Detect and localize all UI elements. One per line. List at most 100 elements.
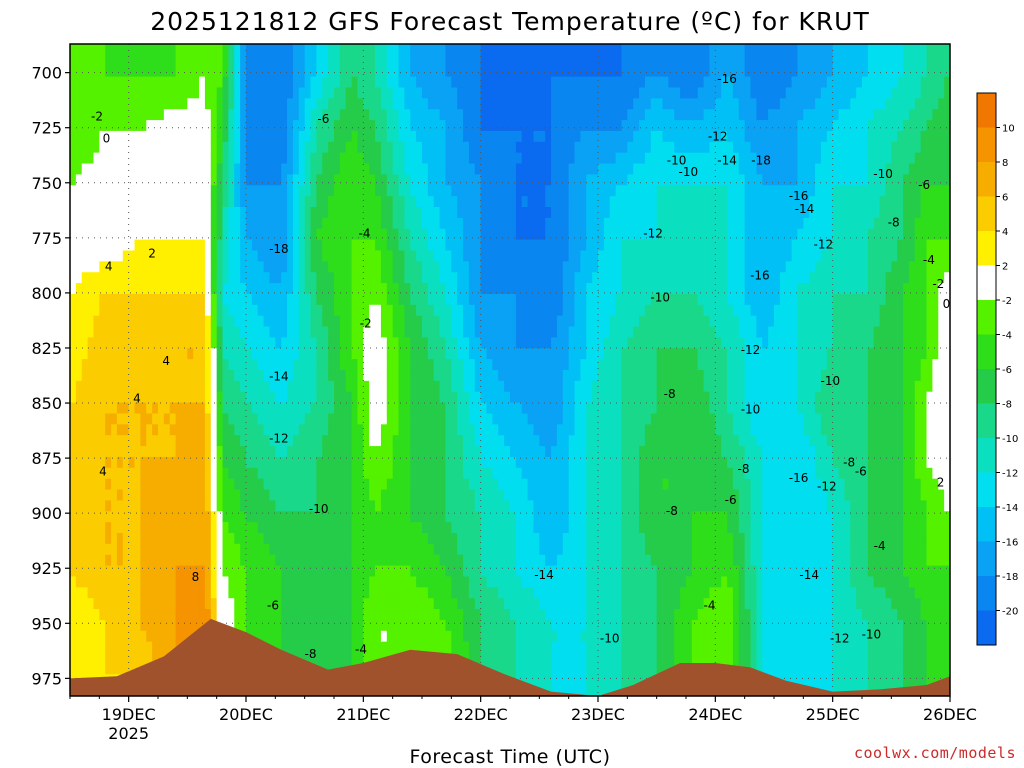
temperature-cell (533, 576, 540, 588)
temperature-cell (410, 446, 417, 458)
temperature-cell (422, 402, 429, 415)
temperature-cell (87, 500, 95, 512)
temperature-cell (357, 554, 364, 567)
temperature-cell (386, 619, 394, 632)
temperature-cell (275, 554, 282, 567)
temperature-cell (521, 348, 529, 360)
temperature-cell (269, 130, 276, 143)
temperature-cell (175, 207, 183, 219)
temperature-cell (404, 163, 411, 175)
temperature-cell (187, 413, 194, 425)
temperature-cell (111, 250, 118, 262)
temperature-cell (334, 402, 341, 415)
temperature-cell (328, 54, 335, 67)
temperature-cell (439, 250, 447, 262)
temperature-cell (93, 554, 100, 567)
temperature-cell (545, 250, 552, 262)
temperature-cell (439, 446, 447, 458)
temperature-cell (146, 500, 153, 512)
temperature-cell (328, 130, 335, 143)
temperature-cell (81, 467, 89, 480)
temperature-cell (533, 120, 540, 132)
temperature-cell (334, 478, 341, 491)
temperature-cell (287, 467, 294, 480)
temperature-cell (439, 565, 447, 578)
temperature-cell (527, 109, 535, 121)
temperature-cell (152, 565, 159, 578)
temperature-cell (539, 511, 546, 523)
temperature-cell (81, 185, 89, 197)
temperature-cell (292, 543, 300, 556)
temperature-cell (422, 261, 429, 273)
temperature-cell (234, 619, 241, 632)
temperature-cell (474, 576, 482, 588)
temperature-cell (334, 76, 341, 89)
temperature-cell (146, 533, 153, 545)
temperature-cell (216, 359, 224, 371)
temperature-cell (486, 337, 493, 349)
temperature-cell (416, 217, 423, 230)
temperature-cell (281, 283, 288, 295)
temperature-cell (357, 207, 364, 219)
temperature-cell (193, 65, 200, 78)
temperature-cell (93, 304, 100, 317)
temperature-cell (334, 543, 341, 556)
temperature-cell (398, 598, 405, 610)
temperature-cell (70, 652, 77, 664)
temperature-cell (422, 76, 429, 89)
temperature-cell (111, 380, 118, 393)
temperature-cell (163, 217, 171, 230)
temperature-cell (410, 44, 417, 56)
temperature-cell (210, 489, 218, 501)
temperature-cell (269, 326, 276, 338)
temperature-cell (234, 500, 241, 512)
temperature-cell (357, 370, 364, 382)
temperature-cell (175, 98, 183, 110)
temperature-cell (275, 304, 282, 317)
temperature-cell (322, 391, 329, 404)
temperature-cell (533, 609, 540, 621)
temperature-cell (111, 663, 118, 675)
temperature-cell (486, 196, 493, 208)
temperature-cell (363, 446, 370, 458)
temperature-cell (392, 630, 400, 643)
temperature-cell (281, 239, 288, 252)
temperature-cell (486, 522, 493, 534)
temperature-cell (193, 44, 200, 56)
temperature-cell (539, 598, 546, 610)
temperature-cell (99, 283, 106, 295)
temperature-cell (498, 76, 505, 89)
temperature-cell (163, 565, 171, 578)
temperature-cell (328, 609, 335, 621)
temperature-cell (251, 315, 259, 328)
temperature-cell (75, 65, 83, 78)
temperature-cell (128, 163, 136, 175)
temperature-cell (292, 456, 300, 469)
temperature-cell (375, 130, 382, 143)
temperature-cell (498, 217, 505, 230)
temperature-cell (251, 478, 259, 491)
temperature-cell (416, 196, 423, 208)
temperature-cell (339, 185, 347, 197)
temperature-cell (304, 315, 312, 328)
temperature-cell (251, 152, 259, 165)
temperature-cell (281, 130, 288, 143)
temperature-cell (181, 402, 188, 415)
temperature-cell (122, 500, 130, 512)
temperature-cell (298, 207, 306, 219)
temperature-cell (93, 652, 100, 664)
temperature-cell (152, 239, 159, 252)
temperature-cell (521, 446, 529, 458)
temperature-cell (328, 522, 335, 534)
temperature-cell (504, 87, 511, 99)
temperature-cell (457, 619, 464, 632)
temperature-cell (298, 587, 306, 599)
temperature-cell (152, 76, 159, 89)
temperature-cell (480, 98, 488, 110)
temperature-cell (316, 500, 323, 512)
temperature-cell (463, 402, 470, 415)
temperature-cell (398, 424, 405, 436)
temperature-cell (316, 391, 323, 404)
temperature-cell (187, 565, 194, 578)
temperature-cell (386, 467, 394, 480)
